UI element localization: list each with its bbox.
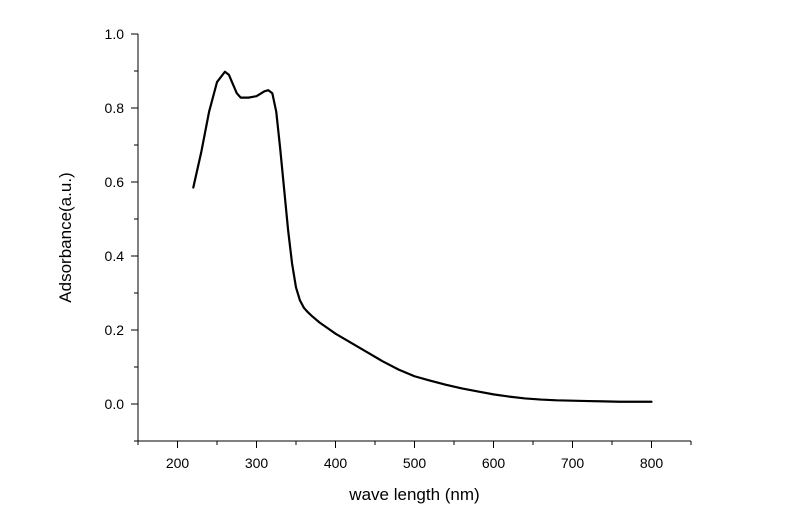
- axes-layer: [137, 34, 691, 442]
- y-axis-title: Adsorbance(a.u.): [56, 172, 75, 302]
- x-tick-label: 300: [245, 455, 269, 471]
- y-tick-label: 0.4: [105, 248, 125, 264]
- x-tick-label: 800: [640, 455, 664, 471]
- x-tick-label: 500: [403, 455, 427, 471]
- y-tick-label: 0.2: [105, 322, 125, 338]
- x-tick-label: 400: [324, 455, 348, 471]
- y-tick-label: 0.6: [105, 174, 125, 190]
- tick-labels-layer: 200 300 400 500 600 700 800 0.0 0.2 0.4 0.6 0.8 1.0: [105, 26, 664, 471]
- x-tick-label: 200: [166, 455, 190, 471]
- y-tick-label: 1.0: [105, 26, 125, 42]
- x-tick-label: 600: [482, 455, 506, 471]
- y-tick-label: 0.0: [105, 396, 125, 412]
- series-layer: [192, 70, 653, 403]
- x-tick-label: 700: [561, 455, 585, 471]
- y-tick-label: 0.8: [105, 100, 125, 116]
- absorbance-series-line: [192, 70, 653, 403]
- x-axis-title: wave length (nm): [348, 485, 479, 504]
- ticks-layer: [131, 33, 692, 448]
